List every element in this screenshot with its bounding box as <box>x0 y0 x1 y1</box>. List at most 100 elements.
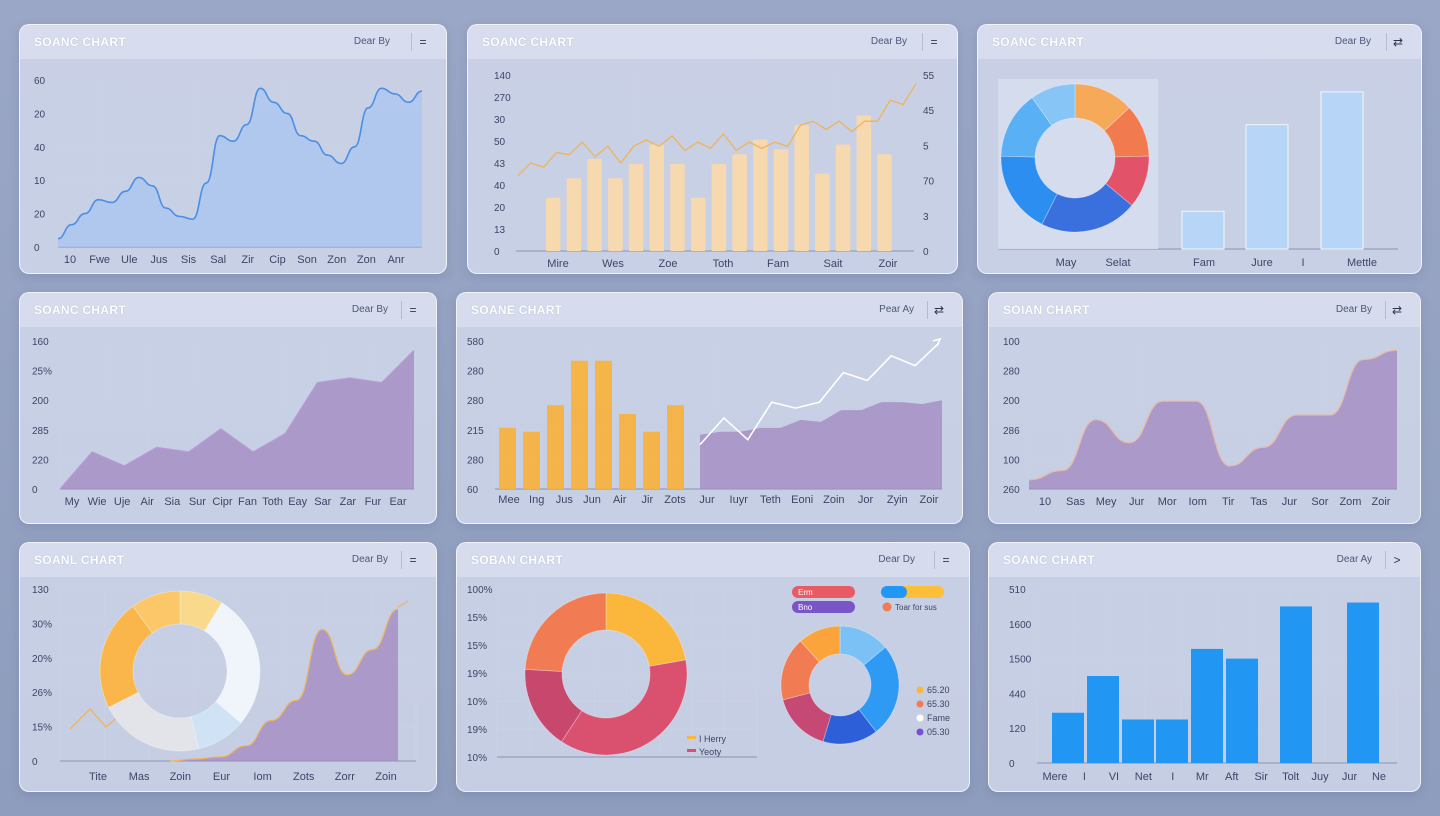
legend-swatch <box>687 736 696 739</box>
y-tick-label: 55 <box>923 71 935 82</box>
swap-icon[interactable]: ⇄ <box>1386 33 1409 51</box>
donut-slice <box>605 592 687 667</box>
bar <box>815 173 830 251</box>
x-tick-label: Ing <box>529 494 544 506</box>
bar-chart: 510 1600 1500 440 120 0 Mere I VI Net I Mr Aft Sir Tol… <box>1009 585 1398 783</box>
x-tick-label: Aft <box>1225 771 1238 783</box>
bar <box>1245 124 1289 250</box>
swap-icon[interactable]: ⇄ <box>927 301 950 319</box>
x-tick-label: Jur <box>699 494 715 506</box>
y-tick-label: 10 <box>34 176 46 187</box>
y-tick-label: 280 <box>467 455 484 466</box>
y-tick-label: 60 <box>34 76 46 87</box>
y-tick-label: 10% <box>467 753 487 764</box>
x-tick-label: Zoin <box>170 771 191 783</box>
panel-title: SOANC CHART <box>1003 553 1095 567</box>
x-tick-label: Cipr <box>212 496 233 508</box>
y-tick-label: 60 <box>467 485 479 496</box>
y-tick-label: 280 <box>467 396 484 407</box>
x-tick-label: Jus <box>556 494 574 506</box>
x-tick-label: I <box>1171 771 1174 783</box>
menu-icon[interactable]: = <box>401 551 424 569</box>
y-tick-label: 5 <box>923 141 929 152</box>
y-tick-label: 15% <box>467 613 487 624</box>
y-tick-label: 200 <box>1003 396 1020 407</box>
donut-slice <box>1000 97 1053 158</box>
y-tick-label: 220 <box>32 455 49 466</box>
bar <box>571 360 588 489</box>
bar <box>499 427 516 489</box>
bar <box>523 431 540 489</box>
x-tick-label: Sis <box>181 254 197 266</box>
x-tick-label: Air <box>613 494 627 506</box>
y-tick-label: 19% <box>467 669 487 680</box>
menu-icon[interactable]: = <box>922 33 945 51</box>
panel-header: SOANL CHART Dear By = <box>20 543 436 577</box>
x-tick-label: May <box>1056 257 1077 269</box>
chart-panel-3: SOANC CHART Dear By ⇄ May Selat Fam Jure I Me… <box>977 24 1422 274</box>
sort-by-dropdown[interactable]: Dear By <box>1335 304 1372 315</box>
y-tick-label: 510 <box>1009 585 1026 596</box>
x-tick-label: Jor <box>858 494 874 506</box>
x-tick-label: Mire <box>547 258 568 270</box>
x-tick-label: Ne <box>1372 771 1386 783</box>
panel-title: SOANL CHART <box>34 553 125 567</box>
x-tick-label: Wes <box>602 258 624 270</box>
sort-by-dropdown[interactable]: Dear By <box>351 554 388 565</box>
sort-by-dropdown[interactable]: Dear Dy <box>878 554 915 565</box>
bar <box>794 125 809 251</box>
x-tick-label: Fan <box>238 496 257 508</box>
sort-by-dropdown[interactable]: Dear By <box>353 36 390 47</box>
chart-panel-7: SOANL CHART Dear By = 130 30% 20% 26% 15% 0 Ti… <box>19 542 437 792</box>
x-tick-label: 10 <box>1039 496 1051 508</box>
chevron-right-icon[interactable]: > <box>1385 551 1408 569</box>
sort-by-dropdown[interactable]: Dear Ay <box>1336 554 1372 565</box>
donut-slice <box>780 640 820 701</box>
menu-icon[interactable]: = <box>411 33 434 51</box>
y-tick-label: 0 <box>923 247 929 258</box>
x-tick-label: Jur <box>1282 496 1298 508</box>
x-tick-label: Tas <box>1250 496 1268 508</box>
y-tick-label: 20% <box>32 654 52 665</box>
legend-pill <box>792 601 855 613</box>
y-tick-label: 285 <box>32 426 49 437</box>
menu-icon[interactable]: = <box>934 551 957 569</box>
legend-label: Bno <box>798 603 813 612</box>
menu-icon[interactable]: = <box>401 301 424 319</box>
legend-dot <box>882 602 892 612</box>
y-tick-label: 45 <box>923 106 935 117</box>
panel-header: SOANE CHART Pear Ay ⇄ <box>457 293 962 327</box>
bar <box>546 197 561 251</box>
x-tick-label: Zyin <box>887 494 908 506</box>
x-tick-label: Anr <box>387 254 404 266</box>
panel-title: SOANC CHART <box>482 35 574 49</box>
donut-slice <box>99 605 153 708</box>
area-fill <box>60 350 414 489</box>
sort-by-dropdown[interactable]: Pear Ay <box>879 304 914 315</box>
swap-icon[interactable]: ⇄ <box>1385 301 1408 319</box>
legend-label: 65.20 <box>927 685 950 695</box>
x-tick-label: Zom <box>1339 496 1361 508</box>
x-tick-label: Jur <box>1129 496 1145 508</box>
x-tick-label: Tite <box>89 771 107 783</box>
chart-panel-8: SOBAN CHART Dear Dy = 100% 15% 15% 19% 10% 19… <box>456 542 970 792</box>
x-tick-label: Zoe <box>659 258 678 270</box>
legend-swatch <box>687 749 696 752</box>
bar <box>753 139 768 251</box>
x-tick-label: Sur <box>189 496 206 508</box>
donut-slice <box>800 625 841 663</box>
sort-by-dropdown[interactable]: Dear By <box>870 36 907 47</box>
donut-slice <box>524 592 607 672</box>
series-line <box>57 87 423 240</box>
area-fill <box>170 609 398 761</box>
donut-slice <box>1000 155 1058 225</box>
y-tick-label: 100 <box>1003 337 1020 348</box>
panel-title: SOANC CHART <box>34 303 126 317</box>
x-tick-label: Tolt <box>1282 771 1299 783</box>
sort-by-dropdown[interactable]: Dear By <box>1334 36 1371 47</box>
x-tick-label: Ule <box>121 254 138 266</box>
sort-by-dropdown[interactable]: Dear By <box>351 304 388 315</box>
y-tick-label: 100% <box>467 585 493 596</box>
bar <box>1280 606 1312 763</box>
y-tick-label: 20 <box>34 109 46 120</box>
